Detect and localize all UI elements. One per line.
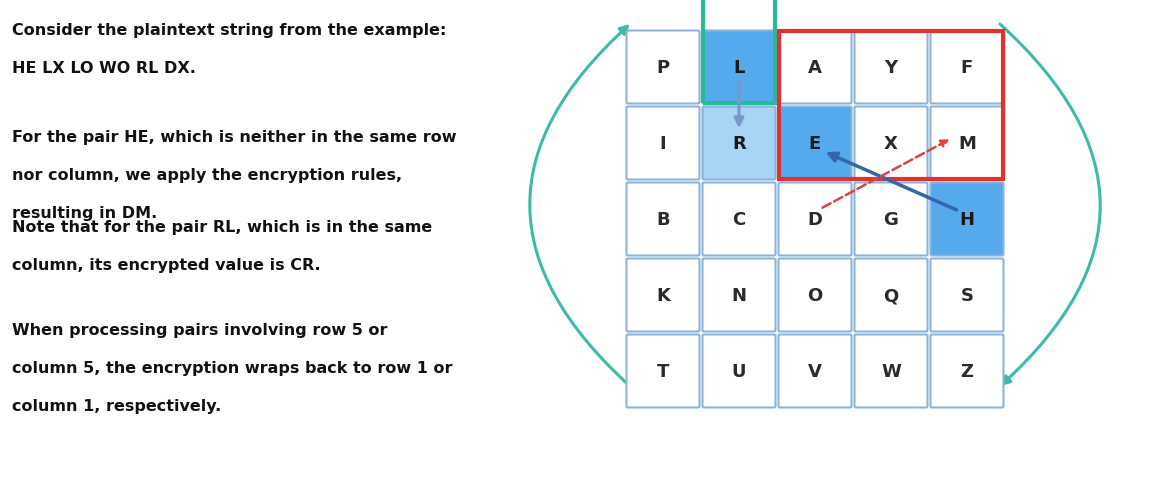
Text: Z: Z [961, 362, 974, 380]
Text: S: S [961, 287, 974, 304]
FancyBboxPatch shape [854, 335, 927, 408]
Bar [779, 32, 1003, 180]
FancyBboxPatch shape [627, 335, 700, 408]
FancyBboxPatch shape [702, 259, 775, 332]
FancyBboxPatch shape [702, 335, 775, 408]
FancyBboxPatch shape [779, 259, 852, 332]
Text: T: T [657, 362, 669, 380]
FancyBboxPatch shape [854, 183, 927, 256]
FancyBboxPatch shape [702, 183, 775, 256]
Text: E: E [809, 135, 821, 152]
Text: F: F [961, 59, 974, 77]
FancyBboxPatch shape [779, 107, 852, 180]
Text: A: A [808, 59, 822, 77]
Text: P: P [656, 59, 670, 77]
Text: When processing pairs involving row 5 or: When processing pairs involving row 5 or [12, 322, 387, 337]
FancyBboxPatch shape [627, 107, 700, 180]
FancyBboxPatch shape [931, 31, 1004, 104]
FancyBboxPatch shape [779, 335, 852, 408]
FancyBboxPatch shape [627, 183, 700, 256]
Bar [704, 0, 775, 104]
FancyBboxPatch shape [702, 31, 775, 104]
Text: L: L [734, 59, 745, 77]
FancyBboxPatch shape [931, 107, 1004, 180]
Text: For the pair HE, which is neither in the same row: For the pair HE, which is neither in the… [12, 130, 457, 145]
Text: column 1, respectively.: column 1, respectively. [12, 398, 221, 413]
FancyBboxPatch shape [854, 31, 927, 104]
FancyBboxPatch shape [931, 259, 1004, 332]
Text: column 5, the encryption wraps back to row 1 or: column 5, the encryption wraps back to r… [12, 360, 452, 375]
FancyBboxPatch shape [702, 107, 775, 180]
FancyBboxPatch shape [779, 31, 852, 104]
Text: G: G [883, 211, 898, 228]
FancyBboxPatch shape [854, 107, 927, 180]
Text: O: O [808, 287, 823, 304]
FancyBboxPatch shape [931, 335, 1004, 408]
Text: W: W [881, 362, 901, 380]
Text: nor column, we apply the encryption rules,: nor column, we apply the encryption rule… [12, 167, 402, 182]
Text: M: M [958, 135, 976, 152]
Text: resulting in DM.: resulting in DM. [12, 206, 158, 221]
Text: N: N [731, 287, 746, 304]
Text: B: B [656, 211, 670, 228]
Text: column, its encrypted value is CR.: column, its encrypted value is CR. [12, 257, 321, 272]
FancyBboxPatch shape [779, 183, 852, 256]
FancyBboxPatch shape [627, 259, 700, 332]
Text: D: D [808, 211, 823, 228]
Text: K: K [656, 287, 670, 304]
Text: C: C [732, 211, 745, 228]
Text: I: I [659, 135, 666, 152]
FancyBboxPatch shape [854, 259, 927, 332]
Text: Note that for the pair RL, which is in the same: Note that for the pair RL, which is in t… [12, 220, 432, 235]
Text: X: X [884, 135, 898, 152]
Text: U: U [731, 362, 746, 380]
Text: Consider the plaintext string from the example:: Consider the plaintext string from the e… [12, 23, 446, 38]
FancyBboxPatch shape [627, 31, 700, 104]
Text: Y: Y [884, 59, 897, 77]
Text: Q: Q [883, 287, 898, 304]
Text: R: R [732, 135, 746, 152]
Text: HE LX LO WO RL DX.: HE LX LO WO RL DX. [12, 61, 196, 76]
Text: H: H [960, 211, 975, 228]
FancyBboxPatch shape [931, 183, 1004, 256]
Text: V: V [808, 362, 822, 380]
